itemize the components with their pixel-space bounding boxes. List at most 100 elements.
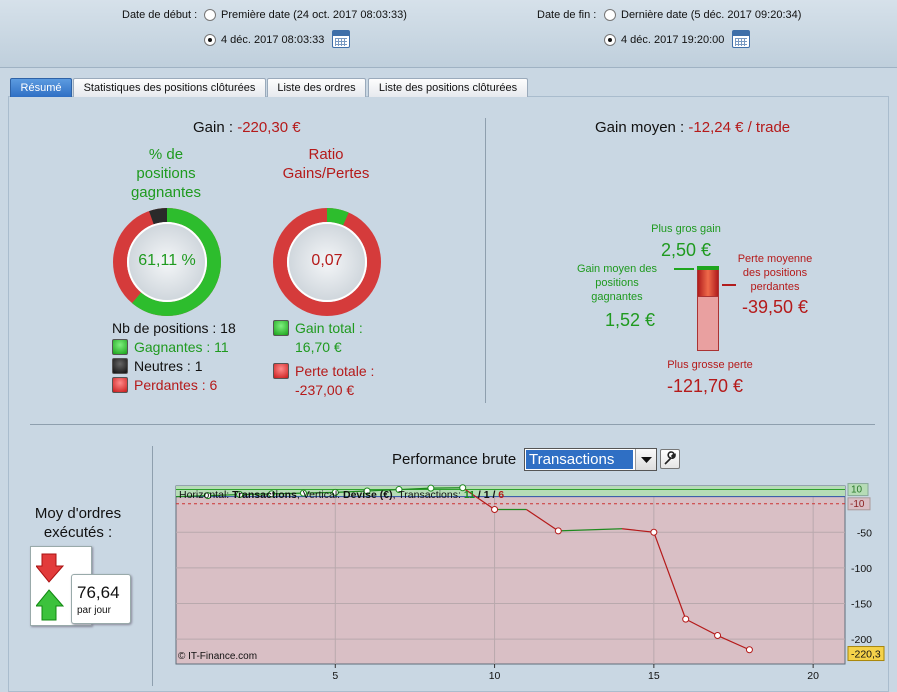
series-segment [175, 495, 208, 498]
end-date-label: Date de fin : [537, 9, 597, 21]
series-segment [239, 493, 272, 496]
perf-title: Performance brute [392, 451, 517, 468]
series-segment [685, 618, 718, 637]
data-point [459, 484, 467, 492]
y-tick-label: -50 [857, 527, 872, 539]
marker-top-badge: 10 [847, 483, 869, 497]
perf-mode-select[interactable]: Transactions [524, 448, 657, 471]
tab-resume[interactable]: Résumé [10, 78, 72, 97]
pct-winning-title: % de positions gagnantes [130, 146, 202, 201]
biggest-gain-label: Plus gros gain [651, 223, 721, 235]
ratio-title: Ratio Gains/Pertes [282, 146, 370, 182]
losing-count: Perdantes : 6 [134, 377, 218, 393]
start-first-date-radio[interactable] [204, 9, 216, 21]
svg-text:-10: -10 [850, 499, 865, 510]
data-point [650, 528, 658, 536]
data-point [427, 484, 435, 492]
x-tick-label: 5 [332, 670, 338, 682]
chart-gain-zone [176, 486, 845, 497]
start-first-date-label[interactable]: Première date (24 oct. 2017 08:03:33) [221, 9, 407, 21]
performance-chart: 5 10 15 20 -50 -100 -150 -200 Horizontal: Trans… [175, 483, 885, 682]
neutral-count: Neutres : 1 [134, 358, 203, 374]
tab-closed-positions-stats[interactable]: Statistiques des positions clôturées [73, 78, 266, 97]
y-tick-label: -150 [851, 598, 872, 610]
avg-losing-value: -39,50 € [741, 297, 809, 317]
vertical-divider [485, 118, 486, 403]
start-custom-date-value[interactable]: 4 déc. 2017 08:03:33 [221, 34, 325, 46]
start-calendar-icon[interactable] [332, 30, 350, 48]
avg-winning-label: Gain moyen des positions gagnantes [576, 263, 658, 303]
perf-mode-value: Transactions [526, 450, 633, 469]
avg-winning-value: 1,52 € [604, 310, 656, 330]
neutral-swatch [112, 358, 128, 374]
end-last-date-radio[interactable] [604, 9, 616, 21]
tab-orders-list[interactable]: Liste des ordres [267, 78, 366, 97]
wrench-icon[interactable] [660, 449, 680, 469]
total-loss-value: -237,00 € [295, 382, 355, 398]
series-segment [526, 508, 559, 532]
series-segment [558, 528, 623, 532]
y-tick-label: -100 [851, 563, 872, 575]
end-last-date-label[interactable]: Dernière date (5 déc. 2017 09:20:34) [621, 9, 802, 21]
pct-winning-donut [113, 208, 221, 316]
avg-losing-label: Perte moyenne des positions perdantes [737, 253, 813, 293]
winning-count: Gagnantes : 11 [134, 339, 229, 355]
svg-text:-220,3: -220,3 [851, 649, 881, 661]
series-segment [335, 490, 368, 494]
series-segment [653, 532, 687, 620]
last-value-badge: -220,3 [847, 646, 885, 662]
data-point [745, 646, 753, 654]
avg-loss-arrow [722, 284, 736, 286]
series-segment [398, 487, 431, 491]
ratio-donut [273, 208, 381, 316]
end-calendar-icon[interactable] [732, 30, 750, 48]
chevron-down-icon[interactable] [635, 449, 656, 470]
losing-swatch [112, 377, 128, 393]
range-bar-avg-loss [697, 269, 719, 297]
series-segment [462, 487, 495, 510]
pct-winning-value: 61,11 % [138, 252, 196, 269]
data-point [682, 615, 690, 623]
total-gain-label: Gain total : [295, 320, 363, 336]
series-segment [271, 492, 304, 495]
tab-closed-positions-list[interactable]: Liste des positions clôturées [368, 78, 528, 97]
biggest-gain-value: 2,50 € [660, 240, 712, 260]
winning-swatch [112, 339, 128, 355]
data-point [491, 505, 499, 513]
end-custom-date-value[interactable]: 4 déc. 2017 19:20:00 [621, 34, 725, 46]
data-point [395, 486, 403, 494]
start-date-label: Date de début : [122, 9, 198, 21]
series-segment [367, 488, 400, 492]
avg-gain-value: -12,24 € / trade [688, 119, 791, 136]
series-segment [717, 634, 750, 651]
total-loss-swatch [273, 363, 289, 379]
start-custom-date-radio[interactable] [204, 34, 216, 46]
x-tick-label: 10 [489, 670, 501, 682]
data-point [554, 527, 562, 535]
chart-copyright: © IT-Finance.com [178, 651, 257, 662]
x-tick-label: 20 [807, 670, 819, 682]
chart-plot-area [175, 485, 846, 665]
orders-divider [152, 446, 153, 686]
gain-title: Gain : -220,30 € [193, 119, 301, 136]
data-point [331, 488, 339, 496]
orders-unit: par jour [77, 605, 111, 616]
marker-mid-badge: -10 [847, 497, 871, 511]
data-point [204, 492, 212, 500]
data-point [268, 490, 276, 498]
orders-value: 76,64 [77, 583, 120, 602]
biggest-loss-label: Plus grosse perte [667, 359, 753, 371]
biggest-loss-value: -121,70 € [666, 376, 744, 396]
gain-label: Gain : [193, 119, 234, 136]
data-point [236, 491, 244, 499]
total-gain-swatch [273, 320, 289, 336]
ratio-value: 0,07 [311, 252, 343, 269]
x-tick-label: 15 [648, 670, 660, 682]
avg-gain-title: Gain moyen : -12,24 € / trade [595, 119, 790, 136]
data-point [363, 487, 371, 495]
end-custom-date-radio[interactable] [604, 34, 616, 46]
horizontal-divider [30, 424, 875, 425]
data-point [299, 489, 307, 497]
chart-legend: Horizontal: Transactions, Vertical: Devi… [179, 489, 504, 501]
pct-donut-neutral-arc [113, 208, 221, 316]
